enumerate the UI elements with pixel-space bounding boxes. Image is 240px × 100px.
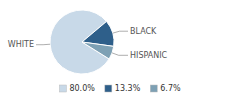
slices <box>50 10 114 74</box>
legend-swatch <box>59 85 66 92</box>
legend-label: 6.7% <box>160 84 181 93</box>
leader-line <box>113 31 128 33</box>
legend-swatch <box>105 85 112 92</box>
leader-line <box>36 44 50 45</box>
slice-label: WHITE <box>8 40 34 49</box>
slice-label: BLACK <box>130 27 157 36</box>
chart: WHITE BLACK HISPANIC 80.0% 13.3% 6.7% <box>0 0 240 100</box>
legend-label: 13.3% <box>115 84 141 93</box>
slice-labels: WHITE BLACK HISPANIC <box>8 27 168 60</box>
legend-swatch <box>150 85 157 92</box>
legend-label: 80.0% <box>69 84 95 93</box>
legend: 80.0% 13.3% 6.7% <box>59 84 181 93</box>
slice-label: HISPANIC <box>130 51 168 60</box>
slice <box>82 42 114 59</box>
leader-line <box>112 53 128 55</box>
